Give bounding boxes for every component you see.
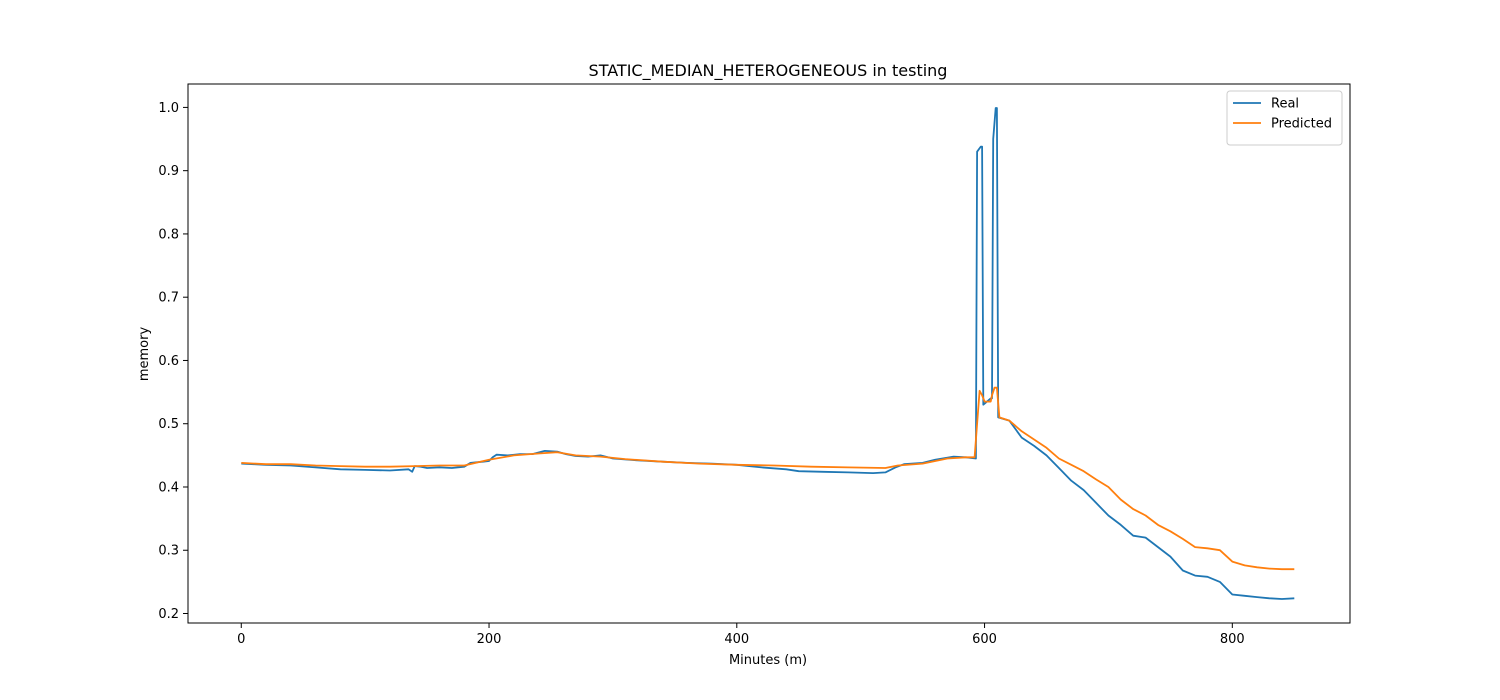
x-axis-label: Minutes (m) (729, 653, 807, 668)
plot-area (187, 83, 1351, 624)
series-line-real (241, 107, 1295, 600)
y-tick-label: 1.0 (158, 101, 179, 116)
y-tick-label: 0.3 (158, 544, 179, 559)
x-tick-label: 800 (1220, 632, 1245, 647)
x-tick-label: 400 (724, 632, 749, 647)
y-tick-label: 0.4 (158, 480, 179, 495)
y-tick-label: 0.9 (158, 164, 179, 179)
y-tick-label: 0.7 (158, 291, 179, 306)
y-axis: 0.2 0.3 0.4 0.5 0.6 0.7 0.8 0.9 1.0 (158, 101, 188, 622)
legend: Real Predicted (1226, 90, 1343, 146)
legend-label: Real (1271, 97, 1299, 112)
chart-title: STATIC_MEDIAN_HETEROGENEOUS in testing (589, 61, 948, 81)
series-line-predicted (241, 386, 1295, 571)
y-tick-label: 0.8 (158, 227, 179, 242)
plot-frame (187, 83, 1351, 624)
x-tick-label: 200 (477, 632, 502, 647)
x-tick-label: 600 (972, 632, 997, 647)
legend-box (1226, 90, 1343, 146)
legend-label: Predicted (1271, 117, 1332, 132)
x-tick-label: 0 (237, 632, 245, 647)
x-axis: 0 200 400 600 800 (237, 623, 1245, 647)
y-tick-label: 0.5 (158, 417, 179, 432)
y-axis-label: memory (137, 327, 152, 382)
y-tick-label: 0.2 (158, 607, 179, 622)
y-tick-label: 0.6 (158, 354, 179, 369)
